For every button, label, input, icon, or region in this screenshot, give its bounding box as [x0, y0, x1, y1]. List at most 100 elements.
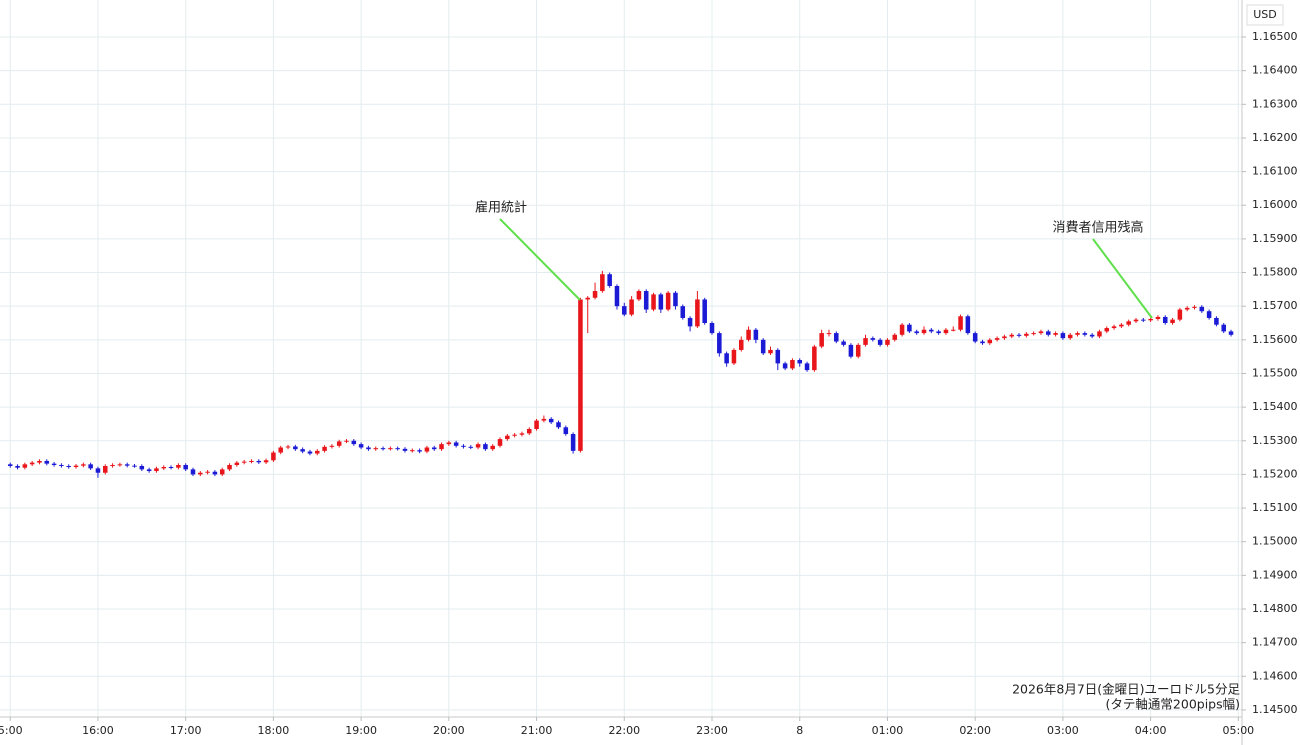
candle-body [972, 333, 978, 342]
candle-body [1184, 307, 1190, 310]
candle-body [1082, 333, 1088, 335]
candle-body [176, 464, 181, 468]
candle-body [1214, 317, 1219, 325]
candle-body [585, 297, 591, 300]
candle-body [15, 465, 20, 468]
candle-body [88, 464, 93, 469]
candle-body [1155, 316, 1161, 319]
candle-body [453, 442, 459, 446]
candle-body [241, 461, 247, 463]
candle-body [1206, 311, 1212, 318]
candle-body [110, 464, 115, 466]
candle-body [73, 465, 79, 468]
candle-body [622, 306, 627, 315]
candle-body [797, 360, 803, 364]
candle-body [1170, 319, 1175, 324]
candle-body [768, 349, 773, 354]
candle-body [205, 471, 210, 473]
candle-body [848, 344, 854, 357]
candle-body [22, 464, 28, 468]
candle-body [1133, 319, 1139, 322]
y-tick-label: 1.15600 [1252, 333, 1298, 346]
y-tick-label: 1.15100 [1252, 501, 1298, 514]
candle-body [402, 448, 408, 451]
candle-body [899, 324, 905, 335]
y-tick-label: 1.15900 [1252, 232, 1298, 245]
candle-body [59, 464, 64, 466]
y-tick-label: 1.14800 [1252, 602, 1298, 615]
candle-body [161, 467, 167, 469]
candle-body [7, 464, 13, 466]
x-tick-label: 02:00 [959, 724, 991, 737]
candle-body [790, 360, 795, 369]
candle-body [863, 338, 868, 345]
candle-body [439, 444, 444, 450]
candle-body [1162, 316, 1168, 324]
x-tick-label: 04:00 [1135, 724, 1167, 737]
candle-body [1177, 309, 1183, 320]
candle-body [271, 452, 276, 461]
y-tick-label: 1.16300 [1252, 97, 1298, 110]
x-tick-label: 03:00 [1047, 724, 1079, 737]
candle-body [804, 363, 810, 371]
candle-body [212, 471, 218, 475]
candle-body [183, 464, 188, 470]
candle-body [497, 439, 503, 446]
candle-body [278, 447, 283, 453]
candle-body [103, 465, 108, 473]
candle-body [475, 444, 481, 448]
candle-body [1104, 328, 1110, 332]
candle-body [841, 341, 846, 345]
candle-body [1141, 319, 1146, 321]
candle-body [643, 291, 649, 310]
chart-note: 2026年8月7日(金曜日)ユーロドル5分足 [1012, 682, 1240, 697]
candle-body [702, 299, 707, 324]
candle-body [227, 464, 232, 470]
candle-body [921, 329, 927, 334]
candle-body [285, 446, 291, 448]
candle-body [1038, 331, 1044, 334]
candle-body [819, 333, 824, 347]
candle-body [1089, 334, 1095, 337]
candle-body [592, 291, 598, 298]
candle-body [534, 420, 539, 429]
y-tick-label: 1.14900 [1252, 568, 1298, 581]
y-tick-label: 1.15700 [1252, 299, 1298, 312]
candle-body [987, 339, 993, 344]
candle-body [234, 462, 240, 465]
candle-body [950, 329, 956, 331]
candle-body [373, 448, 379, 450]
candle-body [812, 346, 817, 371]
candle-body [892, 334, 898, 340]
candle-body [424, 447, 430, 452]
candle-body [680, 306, 686, 318]
y-tick-label: 1.14700 [1252, 636, 1298, 649]
candle-body [1148, 318, 1153, 321]
candle-body [548, 418, 554, 423]
candle-body [139, 465, 145, 470]
candle-body [629, 299, 634, 315]
y-tick-label: 1.14500 [1252, 703, 1298, 716]
annotation: 雇用統計 [475, 200, 527, 216]
unit-box [1246, 4, 1284, 26]
candle-body [66, 465, 71, 468]
candle-body [95, 468, 101, 473]
x-tick-label: 17:00 [170, 724, 202, 737]
candle-body [1228, 331, 1234, 335]
candle-body [834, 333, 839, 342]
y-tick-label: 1.15800 [1252, 266, 1298, 279]
candle-body [526, 428, 532, 434]
candle-body [154, 468, 159, 472]
candle-body [541, 418, 547, 421]
candle-body [556, 422, 561, 428]
candle-body [198, 472, 203, 475]
x-tick-label: 21:00 [521, 724, 553, 737]
candle-body [490, 445, 495, 450]
candle-body [1111, 326, 1117, 329]
candle-body [731, 349, 737, 364]
candle-body [753, 329, 759, 340]
candle-body [855, 344, 861, 357]
candle-body [358, 444, 364, 448]
x-tick-label: 16:00 [82, 724, 114, 737]
